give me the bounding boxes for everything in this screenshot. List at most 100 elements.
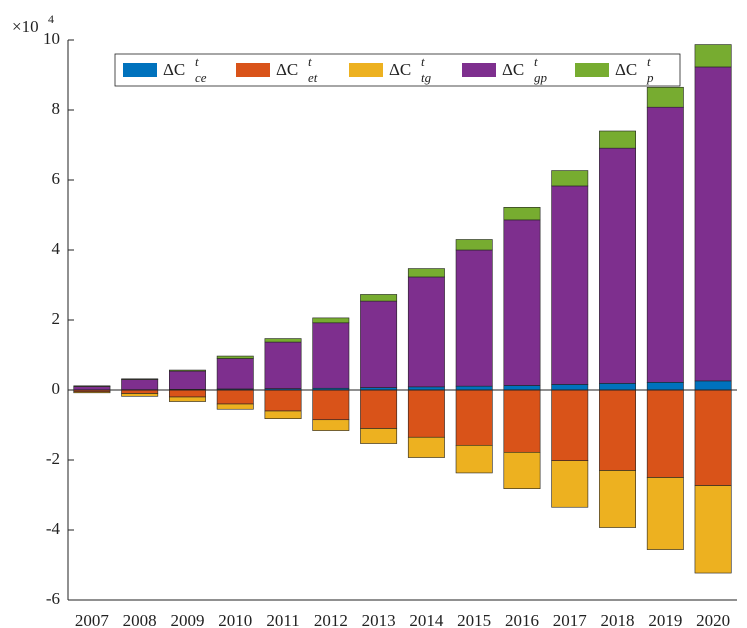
bar-segment <box>360 389 398 429</box>
legend-label-sub: ce <box>195 70 207 85</box>
bar-segment <box>407 436 445 458</box>
legend-label-sup: t <box>534 54 538 69</box>
bar-segment <box>646 86 684 108</box>
legend-label-sup: t <box>195 54 199 69</box>
bar-segment <box>407 276 445 388</box>
bar-segment <box>407 268 445 278</box>
legend-label-sub: et <box>308 70 318 85</box>
x-tick-label: 2011 <box>266 611 299 628</box>
bar-segment <box>312 317 350 324</box>
legend-label-sub: p <box>646 70 654 85</box>
bar-segment <box>121 393 159 397</box>
bar-segment <box>694 44 732 68</box>
bar-segment <box>169 389 206 398</box>
y-tick-label: 4 <box>52 239 61 258</box>
legend-entry: ΔC tgp <box>462 54 548 85</box>
bar-segment <box>455 385 493 391</box>
bar-segment <box>360 294 398 302</box>
bar-segment <box>599 383 636 391</box>
bar-segment <box>73 391 111 394</box>
bar-segment <box>360 428 398 444</box>
bar-segment <box>694 380 732 391</box>
bar-segment <box>455 444 493 474</box>
bar-segment <box>216 358 254 390</box>
legend-label-sub: gp <box>534 70 548 85</box>
legend-swatch <box>575 63 609 77</box>
y-tick-label: -4 <box>46 519 61 538</box>
bar-segment <box>312 419 350 431</box>
bar-segment <box>646 106 684 383</box>
legend-entry: ΔC tp <box>575 54 654 85</box>
bar-segment <box>169 369 206 372</box>
bar-segment <box>503 385 541 391</box>
bar-segment <box>264 389 302 412</box>
y-tick-label: -2 <box>46 449 60 468</box>
x-tick-label: 2009 <box>170 611 204 628</box>
x-tick-label: 2008 <box>123 611 157 628</box>
x-tick-label: 2016 <box>505 611 539 628</box>
y-tick-label: 6 <box>52 169 61 188</box>
legend-entry: ΔC ttg <box>349 54 432 85</box>
bar-segment <box>599 130 636 149</box>
x-tick-label: 2019 <box>648 611 682 628</box>
y-tick-label: 10 <box>43 29 60 48</box>
bar-segment <box>646 389 684 478</box>
bar-segment <box>455 239 493 251</box>
bar-segment <box>599 470 636 528</box>
x-tick-label: 2010 <box>218 611 252 628</box>
bar-segment <box>455 249 493 387</box>
bar-segment <box>73 386 111 391</box>
y-multiplier-exponent: 4 <box>48 12 54 26</box>
y-tick-label: 8 <box>52 99 61 118</box>
x-tick-label: 2020 <box>696 611 730 628</box>
legend-label-sub: tg <box>421 70 432 85</box>
legend-swatch <box>236 63 270 77</box>
bar-segment <box>360 300 398 388</box>
bar-segment <box>121 378 159 380</box>
bar-segment <box>551 384 589 391</box>
bar-segment <box>121 389 159 394</box>
legend-label: ΔC <box>163 60 185 79</box>
bar-segment <box>73 385 111 387</box>
bar-segment <box>694 389 732 486</box>
legend-swatch <box>349 63 383 77</box>
legend-label-sup: t <box>421 54 425 69</box>
bar-segment <box>503 207 541 221</box>
legend-label-sup: t <box>308 54 312 69</box>
bar-segment <box>503 451 541 489</box>
bar-segment <box>551 389 589 461</box>
x-tick-label: 2015 <box>457 611 491 628</box>
y-tick-label: -6 <box>46 589 60 608</box>
x-tick-label: 2007 <box>75 611 110 628</box>
bar-segment <box>694 66 732 382</box>
bar-segment <box>551 460 589 508</box>
bar-segment <box>169 396 206 402</box>
bar-segment <box>599 389 636 471</box>
legend-label: ΔC <box>502 60 524 79</box>
bar-segment <box>551 185 589 385</box>
legend-entry: ΔC tet <box>236 54 318 85</box>
legend-label-sup: t <box>647 54 651 69</box>
bar-segment <box>216 355 254 359</box>
y-tick-label: 0 <box>52 379 61 398</box>
bar-segment <box>455 389 493 446</box>
x-tick-label: 2012 <box>314 611 348 628</box>
bar-segment <box>312 389 350 421</box>
y-tick-label: 2 <box>52 309 61 328</box>
legend-label: ΔC <box>615 60 637 79</box>
legend-swatch <box>462 63 496 77</box>
bar-segment <box>503 219 541 386</box>
bar-segment <box>264 410 302 419</box>
x-tick-label: 2013 <box>362 611 396 628</box>
legend-label: ΔC <box>389 60 411 79</box>
bar-segment <box>264 338 302 343</box>
bar-segment <box>694 485 732 574</box>
y-multiplier: ×10 <box>12 17 39 36</box>
bar-segment <box>551 170 589 187</box>
bar-segment <box>646 381 684 391</box>
bar-segment <box>599 147 636 384</box>
legend-swatch <box>123 63 157 77</box>
bar-segment <box>407 389 445 438</box>
